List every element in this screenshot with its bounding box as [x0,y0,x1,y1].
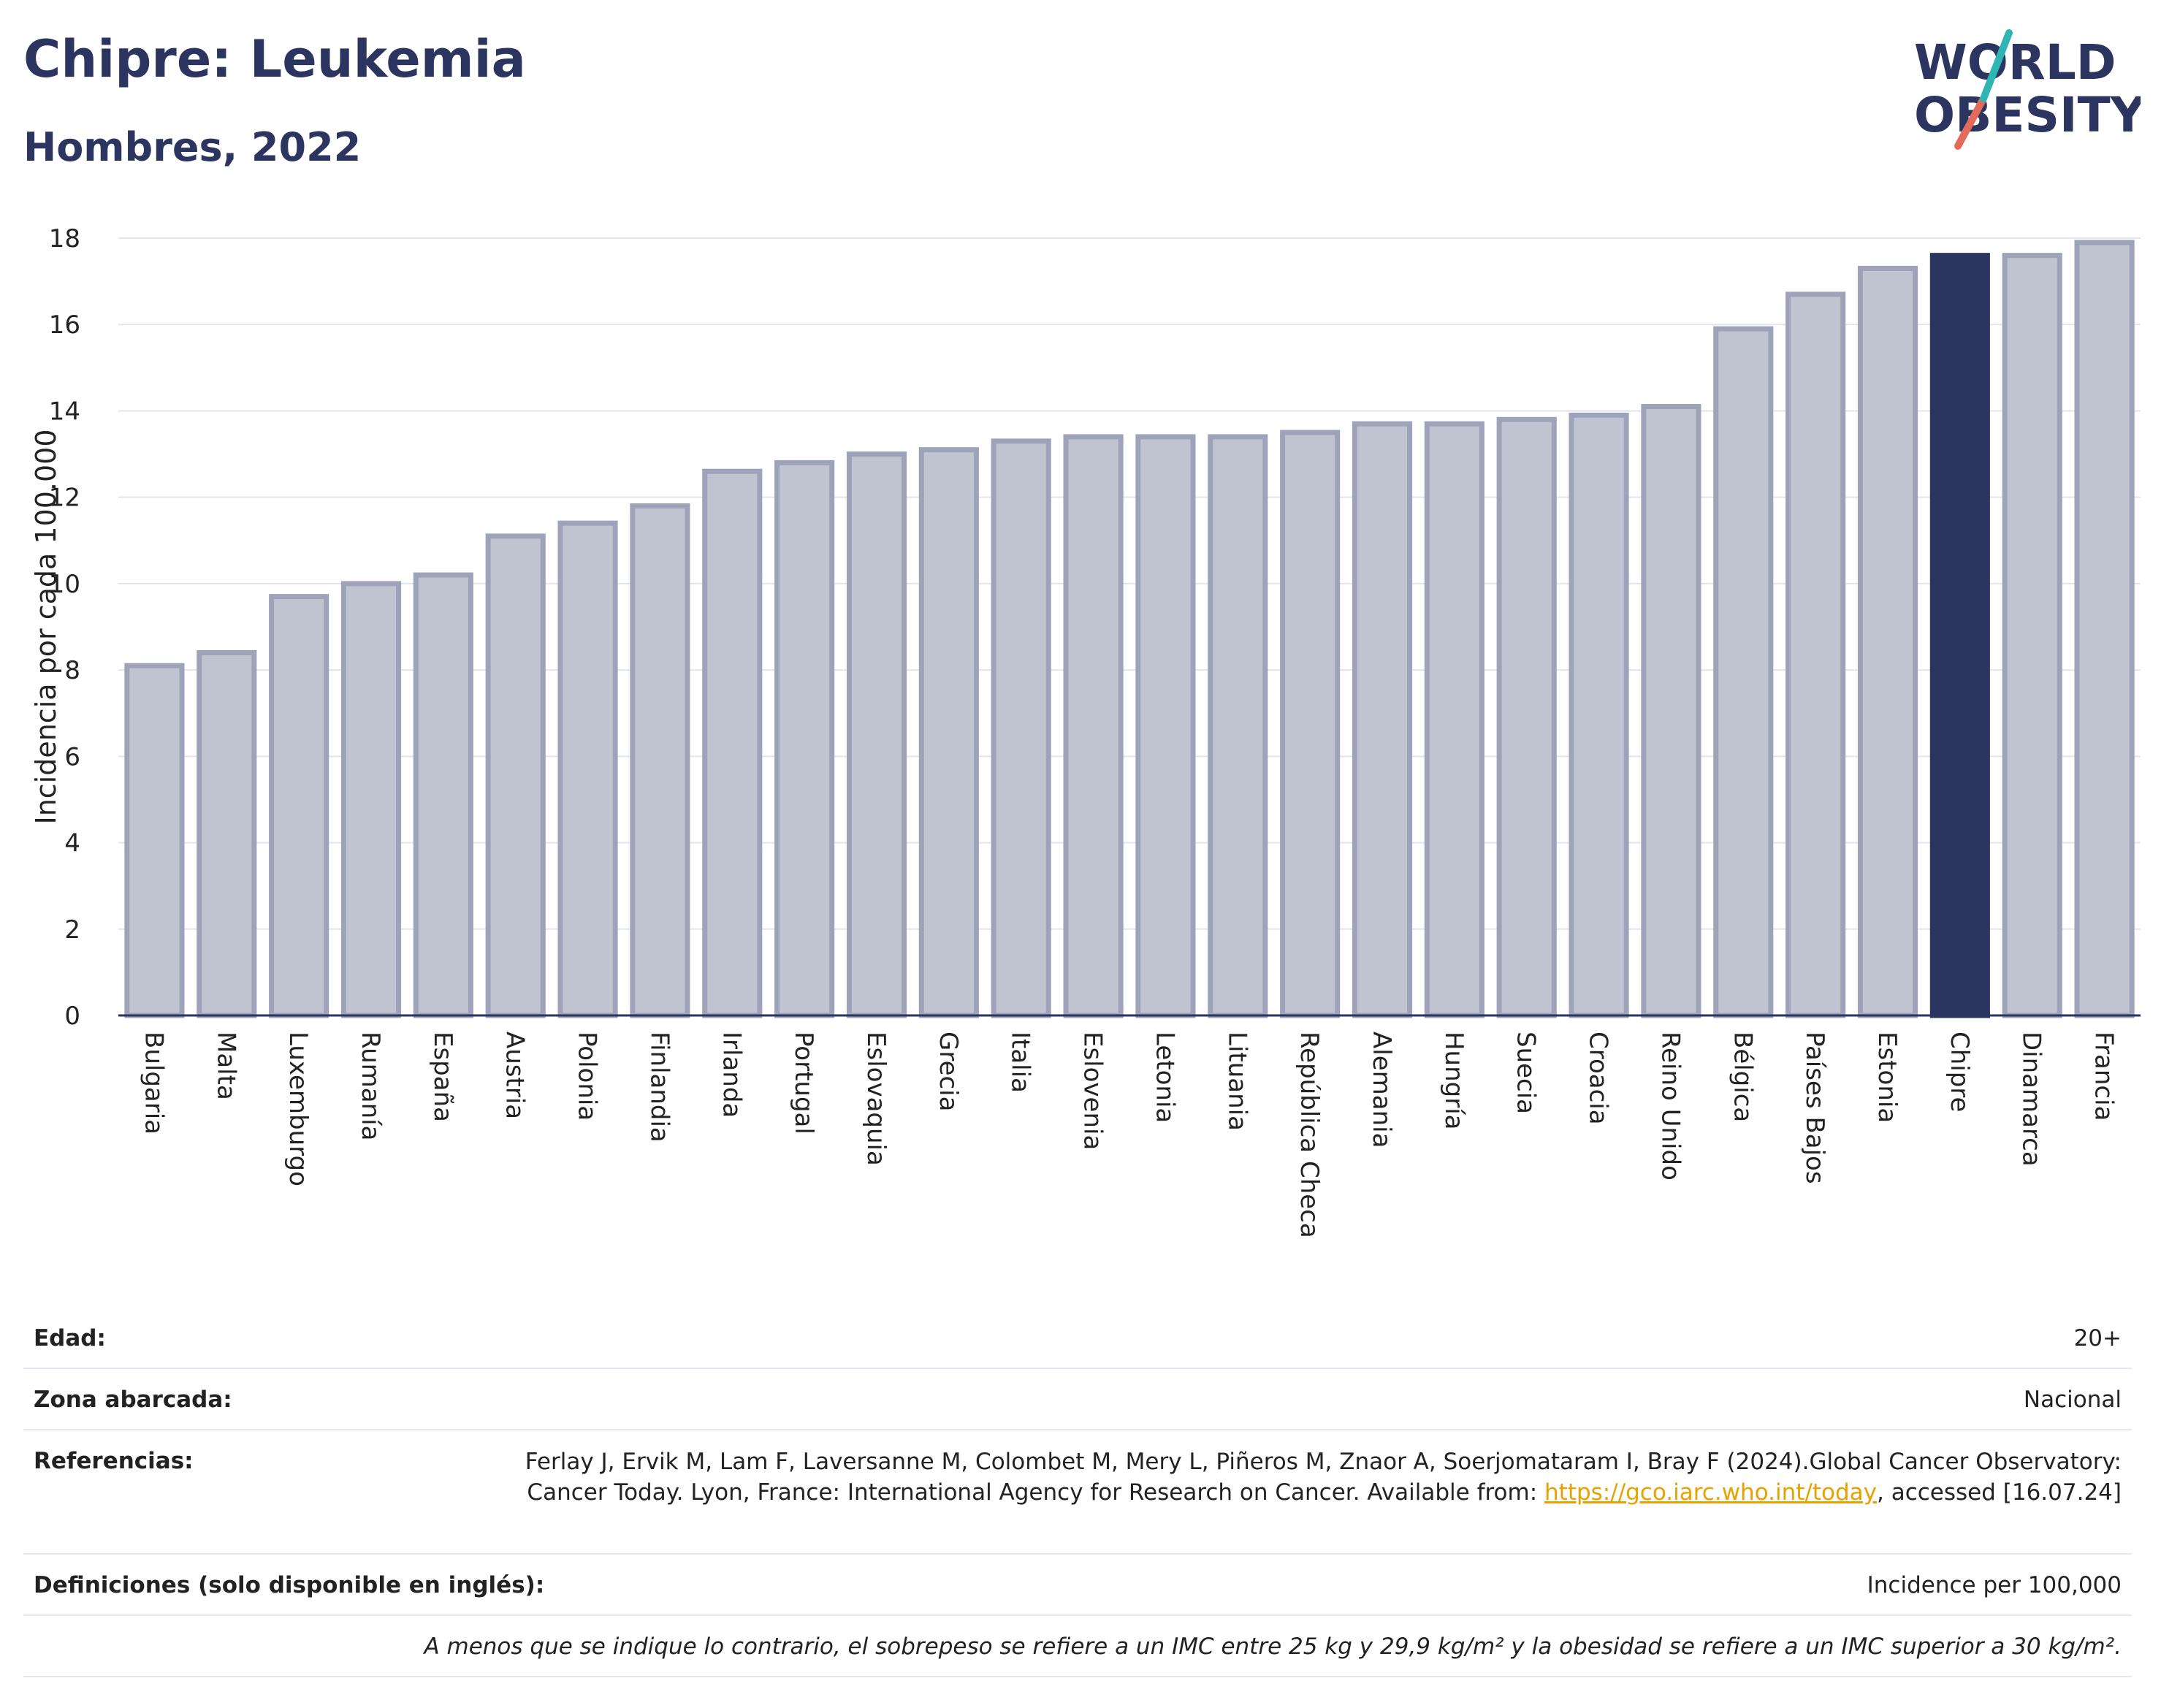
x-tick-label: Letonia [1150,1032,1179,1123]
y-tick-label: 18 [49,224,80,253]
y-tick-label: 4 [64,829,80,858]
bar-grecia [918,447,979,1018]
bar-dinamarca [2002,253,2062,1018]
references-value: Ferlay J, Ervik M, Lam F, Laversanne M, … [514,1446,2122,1508]
area-value: Nacional [2023,1387,2122,1413]
x-tick-label: Italia [1006,1032,1035,1093]
logo-line2: OBESITY [1914,87,2141,143]
bar-malta [197,649,257,1018]
world-obesity-logo: WORLD OBESITY [1914,29,2141,150]
x-tick-label: Portugal [789,1032,818,1135]
x-tick-label: Reino Unido [1655,1032,1685,1181]
bar-austria [485,533,546,1018]
references-text: Ferlay J, Ervik M, Lam F, Laversanne M, … [525,1449,2122,1506]
x-tick-label: España [428,1032,457,1122]
references-accessed: , accessed [16.07.24] [1876,1479,2122,1506]
bar-finlandia [630,503,690,1018]
bar-españa [413,572,473,1018]
references-link[interactable]: https://gco.iarc.who.int/today [1544,1479,1877,1506]
page-title: Chipre: Leukemia [23,29,526,89]
y-tick-label: 12 [49,484,80,513]
y-tick-label: 6 [64,742,80,771]
meta-row-references: Referencias: Ferlay J, Ervik M, Lam F, L… [23,1430,2132,1555]
x-tick-label: Austria [500,1032,530,1119]
meta-row-age: Edad: 20+ [23,1308,2132,1369]
x-tick-label: Eslovaquia [861,1032,891,1166]
y-tick-label: 8 [64,656,80,685]
x-tick-label: Suecia [1512,1032,1541,1114]
bar-eslovaquia [846,451,907,1018]
bar-polonia [557,520,618,1018]
x-tick-label: Hungría [1439,1032,1468,1130]
y-axis-label: Incidencia por cada 100.000 [30,429,62,824]
x-tick-label: Grecia [934,1032,963,1111]
x-tick-label: República Checa [1295,1032,1324,1238]
bar-países-bajos [1785,291,1846,1018]
definitions-value: Incidence per 100,000 [1867,1572,2122,1598]
bar-lituania [1208,434,1268,1018]
x-tick-label: Irlanda [717,1032,746,1118]
x-tick-label: Bulgaria [139,1032,168,1135]
meta-row-footnote: A menos que se indique lo contrario, el … [23,1616,2132,1677]
bar-reino-unido [1641,404,1701,1018]
page-subtitle: Hombres, 2022 [23,124,362,170]
x-tick-label: Rumanía [356,1032,385,1140]
bar-suecia [1496,416,1557,1018]
x-tick-label: Francia [2089,1032,2119,1121]
footnote: A menos que se indique lo contrario, el … [424,1633,2122,1660]
logo-slash-red [1954,95,1987,150]
x-tick-label: Finlandia [644,1032,674,1143]
x-tick-label: Croacia [1584,1032,1613,1125]
bar-bulgaria [124,663,185,1018]
age-value: 20+ [2073,1325,2122,1351]
bar-eslovenia [1063,434,1124,1018]
bar-francia [2074,240,2135,1018]
bar-letonia [1135,434,1196,1018]
x-tick-label: Polonia [573,1032,602,1121]
bar-alemania [1352,421,1413,1018]
x-tick-label: Malta [211,1032,240,1100]
x-tick-label: Chipre [1945,1032,1974,1112]
age-label: Edad: [34,1325,106,1351]
references-label: Referencias: [34,1448,194,1474]
y-tick-label: 0 [64,1002,80,1031]
y-tick-label: 10 [49,570,80,599]
bar-irlanda [702,468,763,1018]
meta-row-definitions: Definiciones (solo disponible en inglés)… [23,1555,2132,1616]
x-tick-label: Países Bajos [1800,1032,1829,1184]
bar-italia [991,438,1051,1018]
definitions-label: Definiciones (solo disponible en inglés)… [34,1572,545,1598]
x-tick-label: Alemania [1367,1032,1396,1148]
logo-slash-teal [1980,29,2013,102]
x-tick-label: Eslovenia [1078,1032,1108,1150]
bar-república-checa [1280,430,1341,1018]
x-tick-label: Lituania [1222,1032,1251,1131]
bar-bélgica [1713,326,1774,1018]
area-label: Zona abarcada: [34,1387,232,1413]
metadata-table: Edad: 20+ Zona abarcada: Nacional Refere… [23,1308,2132,1677]
y-tick-label: 16 [49,310,80,340]
y-tick-label: 2 [64,915,80,945]
x-tick-label: Dinamarca [2017,1032,2046,1167]
x-tick-label: Luxemburgo [283,1032,313,1186]
y-tick-label: 14 [49,397,80,426]
bar-hungría [1424,421,1485,1018]
logo-line1: WORLD [1914,34,2116,91]
bar-estonia [1857,265,1918,1018]
bar-rumanía [340,581,402,1018]
x-tick-label: Bélgica [1728,1032,1757,1122]
meta-row-area: Zona abarcada: Nacional [23,1369,2132,1430]
bar-chipre [1929,253,1990,1018]
x-tick-label: Estonia [1872,1032,1902,1123]
bar-luxemburgo [269,594,329,1018]
bar-croacia [1569,412,1629,1018]
bar-chart: 0 2 4 6 8 10 12 14 16 18 Incidencia por cada 100.0… [30,224,2141,1238]
bar-portugal [774,460,835,1018]
